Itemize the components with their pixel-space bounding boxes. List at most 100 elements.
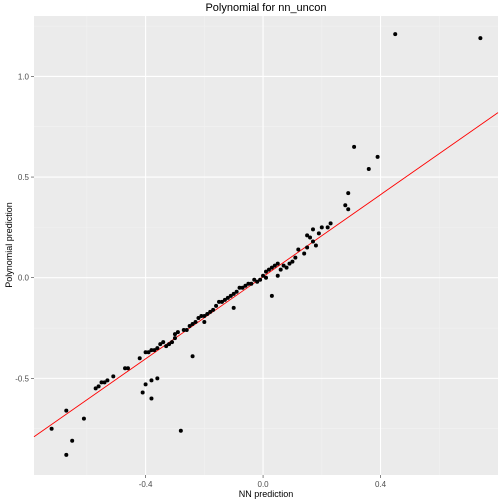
data-point: [310, 227, 315, 232]
data-point: [219, 299, 224, 304]
x-axis-title: NN prediction: [239, 489, 294, 499]
data-point: [187, 324, 192, 329]
data-point: [152, 348, 157, 353]
data-point: [175, 330, 180, 335]
data-point: [172, 336, 177, 341]
fit-line-group: [33, 112, 499, 438]
data-point: [278, 267, 283, 272]
data-point: [325, 225, 330, 230]
data-point: [93, 386, 98, 391]
data-point: [170, 340, 175, 345]
data-point: [246, 281, 251, 286]
data-point: [275, 273, 280, 278]
data-point: [211, 307, 216, 312]
data-point: [302, 251, 307, 256]
data-point: [269, 265, 274, 270]
data-point: [275, 261, 280, 266]
data-point: [222, 297, 227, 302]
data-point: [99, 380, 104, 385]
x-axis-ticks: -0.4 0.0 0.4: [139, 475, 387, 489]
data-point: [143, 382, 148, 387]
data-point: [264, 275, 268, 280]
data-point: [193, 320, 198, 324]
data-point: [81, 416, 86, 421]
data-point: [234, 289, 239, 294]
data-point: [269, 293, 274, 298]
data-point: [146, 350, 151, 355]
data-point: [346, 207, 351, 212]
data-point: [172, 332, 177, 337]
data-point: [478, 36, 483, 41]
y-axis-ticks: -0.5 0.0 0.5 1.0: [15, 72, 34, 383]
data-point: [252, 277, 257, 282]
data-point: [266, 267, 271, 272]
data-point: [205, 311, 210, 316]
data-point: [184, 328, 189, 333]
data-point: [102, 380, 107, 385]
y-tick-label: 1.0: [18, 72, 30, 81]
data-points: [49, 32, 483, 457]
x-tick-label: 0.0: [258, 480, 270, 489]
data-point: [64, 452, 69, 457]
plot-panel: [34, 16, 498, 475]
data-point: [149, 378, 154, 383]
data-point: [228, 293, 233, 298]
data-point: [231, 305, 236, 310]
data-point: [290, 259, 295, 264]
data-point: [240, 285, 245, 290]
data-point: [293, 255, 298, 260]
data-point: [225, 295, 230, 300]
data-point: [305, 233, 310, 238]
data-point: [70, 438, 75, 443]
data-point: [111, 374, 116, 379]
minor-gridlines: [34, 16, 498, 475]
data-point: [352, 144, 357, 149]
data-point: [343, 203, 348, 208]
data-point: [310, 239, 315, 244]
data-point: [149, 396, 154, 401]
data-point: [125, 366, 130, 371]
data-point: [296, 247, 301, 252]
data-point: [281, 263, 286, 268]
data-point: [346, 191, 351, 196]
data-point: [123, 366, 128, 371]
data-point: [96, 384, 101, 389]
data-point: [178, 428, 183, 433]
data-point: [190, 322, 195, 327]
data-point: [255, 279, 260, 284]
y-axis-title: Polynomial prediction: [4, 202, 14, 288]
data-point: [105, 378, 110, 383]
fit-line: [33, 112, 499, 438]
data-point: [158, 342, 163, 347]
data-point: [231, 291, 236, 296]
data-point: [264, 269, 268, 274]
data-point: [190, 354, 195, 359]
data-point: [258, 277, 263, 282]
data-point: [143, 350, 148, 355]
data-point: [199, 313, 204, 318]
data-point: [375, 154, 380, 159]
data-point: [202, 313, 207, 318]
data-point: [272, 263, 277, 268]
data-point: [284, 265, 289, 270]
data-point: [214, 303, 219, 308]
data-point: [137, 356, 142, 361]
data-point: [217, 299, 222, 304]
data-point: [181, 328, 186, 333]
data-point: [64, 408, 69, 413]
y-tick-label: 0.0: [18, 274, 30, 283]
data-point: [202, 320, 207, 324]
data-point: [164, 344, 169, 349]
chart-title: Polynomial for nn_uncon: [205, 2, 326, 14]
data-point: [305, 245, 310, 250]
data-point: [308, 235, 313, 240]
data-point: [237, 285, 242, 290]
data-point: [393, 32, 398, 37]
x-tick-label: -0.4: [139, 480, 153, 489]
data-point: [319, 225, 324, 230]
y-tick-label: 0.5: [18, 173, 30, 182]
data-point: [316, 231, 321, 236]
data-point: [261, 273, 266, 278]
data-point: [243, 283, 248, 288]
